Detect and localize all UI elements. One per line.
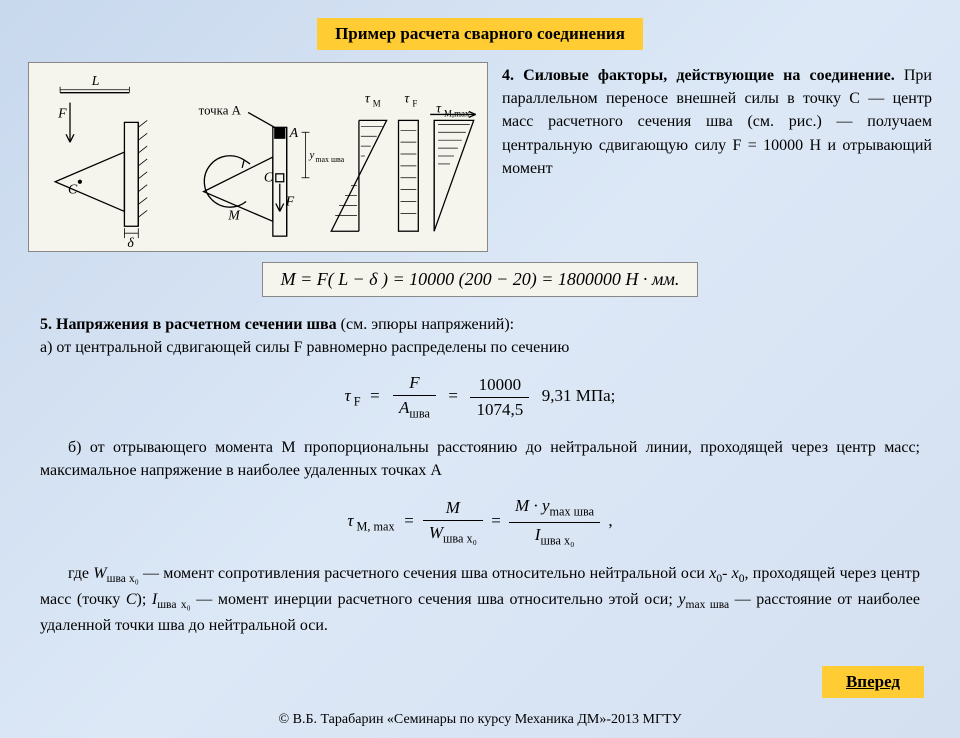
tauF-num2: 10000 xyxy=(470,375,529,398)
formula-tauMmax: τ M, max = MWшва x₀ = M · ymax шваIшва x… xyxy=(0,496,960,548)
tauM-lhs: τ M, max = xyxy=(347,511,414,530)
p5-heading-tail: (см. эпюры напряжений): xyxy=(337,316,514,333)
svg-text:τ: τ xyxy=(436,100,442,115)
formula-moment: M = F( L − δ ) = 10000 (200 − 20) = 1800… xyxy=(262,262,699,297)
svg-text:L: L xyxy=(91,73,100,88)
svg-text:F: F xyxy=(412,99,417,109)
svg-text:max шва: max шва xyxy=(315,155,344,164)
tauM-num1: M xyxy=(423,498,483,521)
paragraph-5a: 5. Напряжения в расчетном сечении шва (с… xyxy=(0,307,960,365)
top-row: L F C xyxy=(0,62,960,252)
formula-tauF: τ F = FAшва = 100001074,5 9,31 МПа; xyxy=(0,373,960,421)
engineering-diagram: L F C xyxy=(28,62,488,252)
paragraph-4: 4. Силовые факторы, действующие на соеди… xyxy=(502,62,932,180)
svg-text:τ: τ xyxy=(404,91,410,106)
tauF-den2: 1074,5 xyxy=(470,398,529,420)
tauM-den1: Wшва x₀ xyxy=(423,521,483,546)
tauM-den2: Iшва x₀ xyxy=(509,523,600,548)
tauM-num2: M · ymax шва xyxy=(509,496,600,522)
tauF-den1: Aшва xyxy=(393,396,436,421)
paragraph-5b: б) от отрывающего момента М пропорционал… xyxy=(0,430,960,488)
tauF-rhs: 9,31 МПа; xyxy=(542,386,616,405)
svg-text:M: M xyxy=(227,207,241,222)
svg-text:C: C xyxy=(264,170,274,185)
svg-text:δ: δ xyxy=(127,235,134,250)
footer-copyright: © В.Б. Тарабарин «Семинары по курсу Меха… xyxy=(0,712,960,728)
paragraph-5-where: где Wшва x₀ — момент сопротивления расче… xyxy=(0,556,960,643)
svg-text:τ: τ xyxy=(365,91,371,106)
svg-text:F: F xyxy=(57,105,67,120)
svg-text:M: M xyxy=(373,99,381,109)
page-title: Пример расчета сварного соединения xyxy=(317,18,643,50)
tauM-tail: , xyxy=(608,511,612,530)
svg-text:C: C xyxy=(68,182,78,197)
tauF-num1: F xyxy=(393,373,436,396)
p5-a: а) от центральной сдвигающей силы F равн… xyxy=(40,339,569,356)
forward-button[interactable]: Вперед xyxy=(822,666,924,698)
svg-text:точка А: точка А xyxy=(199,103,242,117)
svg-text:F: F xyxy=(285,193,295,208)
svg-text:y: y xyxy=(308,149,314,161)
tauF-lhs: τ F = xyxy=(345,386,385,405)
svg-text:A: A xyxy=(289,125,299,140)
p5-heading: 5. Напряжения в расчетном сечении шва xyxy=(40,316,337,333)
svg-text:M,max: M,max xyxy=(444,108,470,118)
p4-heading: 4. Силовые факторы, действующие на соеди… xyxy=(502,67,895,84)
